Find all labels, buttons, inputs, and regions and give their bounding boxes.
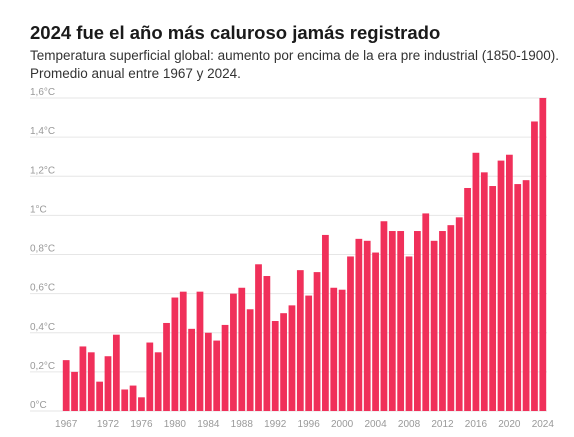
bar-1989 — [246, 309, 254, 411]
bar-1967 — [62, 360, 70, 411]
bar-2004 — [372, 252, 379, 411]
x-tick-label: 1996 — [298, 419, 321, 430]
bar-2007 — [397, 231, 405, 411]
bar-1999 — [330, 287, 338, 411]
bar-1994 — [288, 305, 296, 411]
x-tick-label: 2024 — [532, 419, 555, 430]
bar-1977 — [146, 342, 154, 411]
bar-1978 — [154, 352, 162, 411]
bar-1996 — [305, 295, 313, 411]
bar-1972 — [104, 356, 112, 411]
y-tick-label: 1°C — [30, 204, 47, 215]
x-tick-label: 1976 — [130, 419, 153, 430]
bar-2022 — [522, 180, 530, 411]
bar-2006 — [388, 231, 396, 411]
bar-2000 — [338, 289, 346, 411]
y-tick-label: 0,2°C — [30, 361, 55, 372]
bar-1981 — [179, 291, 187, 411]
bar-1990 — [255, 264, 262, 411]
chart-subtitle: Temperatura superficial global: aumento … — [30, 48, 560, 81]
bar-1975 — [129, 385, 137, 411]
bar-2020 — [505, 154, 513, 411]
x-tick-label: 2004 — [364, 419, 387, 430]
bar-2011 — [430, 240, 438, 411]
bar-1985 — [213, 340, 221, 411]
bar-2014 — [455, 217, 463, 411]
bar-1971 — [96, 381, 104, 411]
bar-1983 — [196, 291, 204, 411]
bar-2003 — [363, 240, 371, 411]
bar-2002 — [355, 238, 363, 411]
bar-1969 — [79, 346, 87, 411]
bar-1976 — [138, 397, 145, 411]
x-tick-label: 2012 — [431, 419, 454, 430]
y-tick-label: 1,4°C — [30, 126, 55, 137]
x-tick-label: 2020 — [498, 419, 521, 430]
chart-title: 2024 fue el año más caluroso jamás regis… — [30, 22, 441, 43]
bar-2019 — [497, 160, 505, 411]
bar-1980 — [171, 297, 179, 411]
y-axis: 0°C 0,2°C 0,4°C 0,6°C 0,8°C 1°C 1,2°C 1,4°C 1,6°… — [30, 87, 55, 411]
bar-2010 — [422, 213, 430, 411]
y-tick-label: 1,2°C — [30, 165, 55, 176]
bar-2024 — [539, 98, 547, 411]
bar-1987 — [230, 293, 237, 411]
x-tick-label: 1967 — [55, 419, 78, 430]
x-tick-label: 2000 — [331, 419, 354, 430]
x-tick-label: 1972 — [97, 419, 120, 430]
bar-1979 — [163, 322, 170, 411]
y-tick-label: 1,6°C — [30, 87, 55, 98]
x-tick-label: 1992 — [264, 419, 287, 430]
bar-2016 — [472, 152, 480, 411]
bar-2008 — [405, 256, 413, 411]
bar-1988 — [238, 287, 246, 411]
bar-2001 — [347, 256, 354, 411]
bar-2017 — [480, 172, 488, 411]
bar-1986 — [221, 324, 229, 411]
bar-1973 — [112, 334, 120, 411]
bar-1982 — [188, 328, 195, 411]
bar-2012 — [439, 231, 446, 411]
bar-1984 — [204, 332, 212, 411]
bar-2023 — [531, 121, 538, 411]
y-tick-label: 0,8°C — [30, 244, 55, 255]
bar-2015 — [464, 187, 471, 411]
bar-2018 — [489, 186, 497, 411]
bar-1992 — [271, 321, 279, 411]
bar-1991 — [263, 276, 271, 411]
y-tick-label: 0°C — [30, 400, 47, 411]
bar-1997 — [313, 272, 321, 411]
y-tick-label: 0,4°C — [30, 322, 55, 333]
y-tick-label: 0,6°C — [30, 283, 55, 294]
x-tick-label: 1980 — [164, 419, 187, 430]
x-tick-label: 2016 — [465, 419, 488, 430]
bar-1970 — [87, 352, 95, 411]
bar-1993 — [280, 313, 287, 411]
bar-2013 — [447, 225, 455, 411]
x-tick-label: 1988 — [231, 419, 254, 430]
bar-1974 — [121, 389, 129, 411]
x-tick-label: 2008 — [398, 419, 421, 430]
bar-1968 — [71, 371, 78, 411]
bar-2005 — [380, 221, 388, 411]
x-tick-label: 1984 — [197, 419, 220, 430]
bar-2021 — [514, 184, 522, 411]
x-axis: 1967 1972 1976 1980 1984 1988 1992 1996 2000 2004… — [55, 419, 554, 430]
bar-1998 — [322, 234, 329, 411]
bars — [62, 98, 547, 411]
bar-1995 — [296, 270, 304, 411]
bar-2009 — [414, 231, 421, 411]
